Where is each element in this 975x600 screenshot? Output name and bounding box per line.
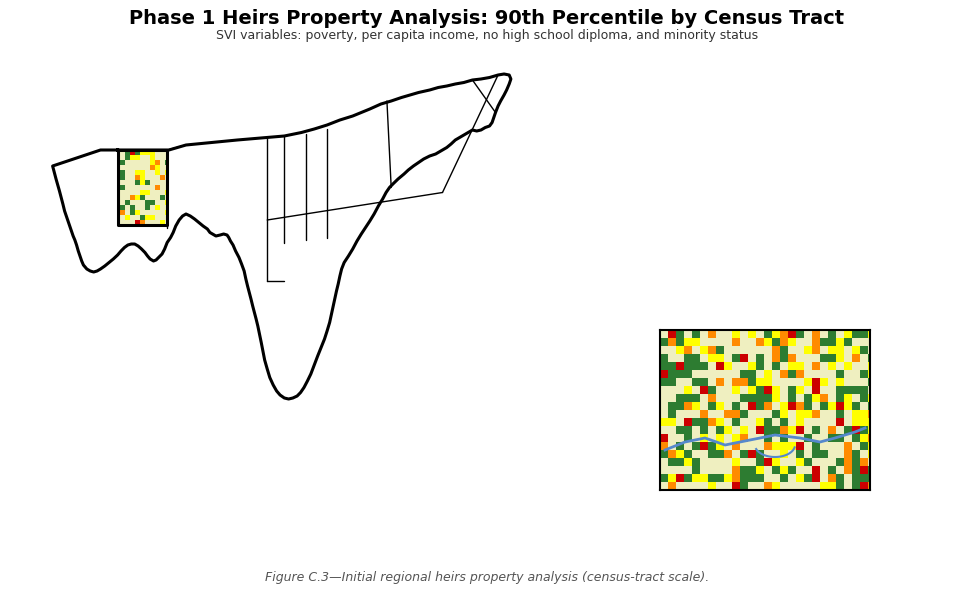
Text: 2 HP flags (1,352 tracts): 2 HP flags (1,352 tracts) <box>136 94 289 107</box>
Bar <box>118 130 131 143</box>
Text: SVI variables: poverty, per capita income, no high school diploma, and minority : SVI variables: poverty, per capita incom… <box>215 29 759 43</box>
Bar <box>118 55 131 67</box>
Text: Phase 1 Heirs Property Analysis: 90th Percentile by Census Tract: Phase 1 Heirs Property Analysis: 90th Pe… <box>130 8 844 28</box>
Bar <box>118 92 131 106</box>
Text: 1 HP flag (3,429 tracts): 1 HP flag (3,429 tracts) <box>136 74 282 88</box>
Text: 3 HP flags (649 tracts): 3 HP flags (649 tracts) <box>136 113 277 125</box>
Text: 4 HP flags (363 tracts): 4 HP flags (363 tracts) <box>136 131 277 145</box>
Text: 0 HP flags (18,174 tracts): 0 HP flags (18,174 tracts) <box>136 55 296 68</box>
Bar <box>118 73 131 86</box>
Text: Figure C.3—Initial regional heirs property analysis (census-tract scale).: Figure C.3—Initial regional heirs proper… <box>265 571 709 584</box>
Text: Charleston County, SC: Charleston County, SC <box>682 504 848 517</box>
Bar <box>118 112 131 124</box>
